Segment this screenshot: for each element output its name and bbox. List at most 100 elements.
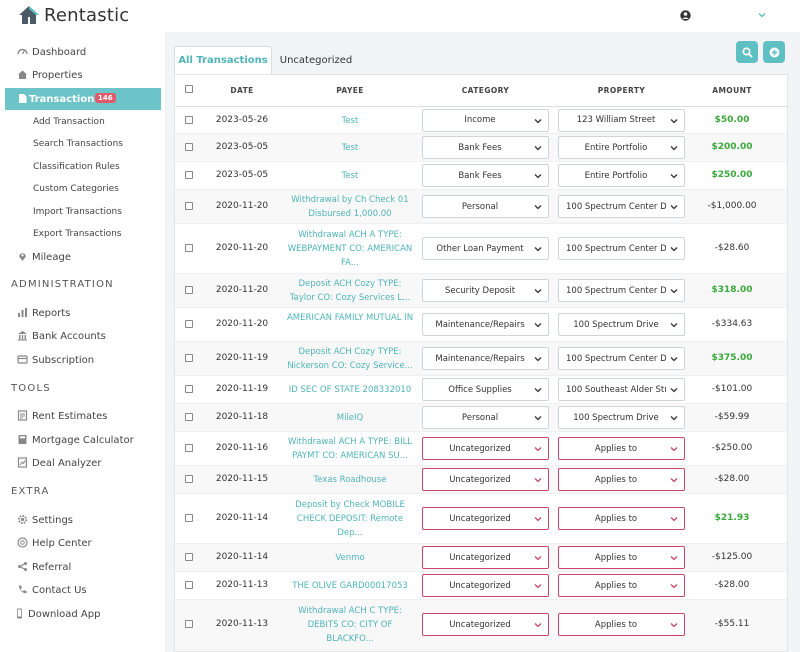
category-select[interactable]: Uncategorized <box>422 546 549 569</box>
sidebar-item-settings[interactable]: Settings <box>0 509 166 531</box>
property-select[interactable]: Applies to <box>558 613 685 636</box>
cell-payee-link[interactable]: AMERICAN FAMILY MUTUAL IN <box>286 313 414 323</box>
cell-payee-link[interactable]: Test <box>341 115 359 126</box>
cell-payee-link[interactable]: Deposit ACH Cozy TYPE: Nickerson CO: Coz… <box>287 347 413 371</box>
property-select[interactable]: Applies to <box>558 468 685 491</box>
property-select[interactable]: 100 Spectrum Center D <box>558 237 685 260</box>
sidebar-sub-search-transactions[interactable]: Search Transactions <box>33 139 123 149</box>
sidebar-item-dashboard[interactable]: Dashboard <box>0 41 166 63</box>
category-select[interactable]: Bank Fees <box>422 136 549 159</box>
cell-payee-link[interactable]: THE OLIVE GARD00017053 <box>292 581 408 591</box>
cell-payee-link[interactable]: Venmo <box>335 553 365 563</box>
table-row[interactable]: 2020-11-19 Deposit ACH Cozy TYPE: Nickers… <box>175 342 787 376</box>
cell-payee-link[interactable]: Withdrawal by Ch Check 01 Disbursed 1,00… <box>291 195 409 219</box>
row-checkbox[interactable] <box>185 553 193 561</box>
sidebar-item-properties[interactable]: Properties <box>0 64 166 86</box>
table-row[interactable]: 2020-11-20 Withdrawal by Ch Check 01 Disb… <box>175 190 787 224</box>
sidebar-sub-classification-rules[interactable]: Classification Rules <box>33 162 120 172</box>
category-select[interactable]: Personal <box>422 195 549 218</box>
category-select[interactable]: Office Supplies <box>422 378 549 401</box>
cell-payee-link[interactable]: Deposit ACH Cozy TYPE: Taylor CO: Cozy S… <box>289 279 411 303</box>
column-header-category[interactable]: CATEGORY <box>461 86 510 95</box>
table-row[interactable]: 2020-11-18 MileIQ Personal 100 Spectrum Dri… <box>175 404 787 432</box>
property-select[interactable]: Applies to <box>558 437 685 460</box>
cell-payee-link[interactable]: Withdrawal ACH A TYPE: BILL PAYMT CO: AM… <box>287 437 413 461</box>
tab-all-transactions[interactable]: All Transactions <box>174 46 272 74</box>
cell-payee-link[interactable]: Deposit by Check MOBILE CHECK DEPOSIT: R… <box>295 500 405 538</box>
cell-payee-link[interactable]: Withdrawal ACH C TYPE: DEBITS CO: CITY O… <box>298 606 402 644</box>
sidebar-sub-custom-categories[interactable]: Custom Categories <box>33 184 119 194</box>
category-select[interactable]: Uncategorized <box>422 437 549 460</box>
table-row[interactable]: 2020-11-14 Deposit by Check MOBILE CHECK … <box>175 494 787 544</box>
category-select[interactable]: Uncategorized <box>422 507 549 530</box>
cell-payee-link[interactable]: MileIQ <box>336 413 364 423</box>
table-row[interactable]: 2020-11-13 THE OLIVE GARD00017053 Uncatego… <box>175 572 787 600</box>
property-select[interactable]: 100 Spectrum Drive <box>558 313 685 336</box>
category-select[interactable]: Uncategorized <box>422 613 549 636</box>
sidebar-item-referral[interactable]: Referral <box>0 556 166 578</box>
row-checkbox[interactable] <box>185 320 193 328</box>
cell-payee-link[interactable]: ID SEC OF STATE 208332010 <box>288 385 412 395</box>
table-row[interactable]: 2020-11-20 AMERICAN FAMILY MUTUAL IN Maint… <box>175 308 787 342</box>
sidebar-item-bank-accounts[interactable]: Bank Accounts <box>0 325 166 347</box>
row-checkbox[interactable] <box>185 581 193 589</box>
category-select[interactable]: Security Deposit <box>422 279 549 302</box>
sidebar-item-mileage[interactable]: Mileage <box>0 246 166 268</box>
table-row[interactable]: 2020-11-19 ID SEC OF STATE 208332010 Offic… <box>175 376 787 404</box>
row-checkbox[interactable] <box>185 444 193 452</box>
property-select[interactable]: Entire Portfolio <box>558 136 685 159</box>
sidebar-item-rent-estimates[interactable]: Rent Estimates <box>0 405 166 427</box>
table-row[interactable]: 2020-11-20 Deposit ACH Cozy TYPE: Taylor … <box>175 274 787 308</box>
row-checkbox[interactable] <box>185 115 193 124</box>
column-header-date[interactable]: DATE <box>230 86 254 95</box>
category-select[interactable]: Other Loan Payment <box>422 237 549 260</box>
table-row[interactable]: 2020-11-16 Withdrawal ACH A TYPE: BILL PA… <box>175 432 787 466</box>
category-select[interactable]: Bank Fees <box>422 164 549 187</box>
sidebar-sub-add-transaction[interactable]: Add Transaction <box>33 117 105 127</box>
column-header-amount[interactable]: AMOUNT <box>712 86 752 95</box>
add-transaction-button[interactable] <box>763 41 785 63</box>
property-select[interactable]: 100 Spectrum Center D <box>558 195 685 218</box>
chevron-down-icon[interactable] <box>757 10 767 20</box>
row-checkbox[interactable] <box>185 244 193 252</box>
category-select[interactable]: Maintenance/Repairs <box>422 347 549 370</box>
property-select[interactable]: 100 Spectrum Center D <box>558 347 685 370</box>
property-select[interactable]: Applies to <box>558 574 685 597</box>
sidebar-sub-export-transactions[interactable]: Export Transactions <box>33 229 122 239</box>
table-row[interactable]: 2020-11-13 Withdrawal ACH C TYPE: DEBITS … <box>175 600 787 650</box>
property-select[interactable]: 100 Spectrum Center D <box>558 279 685 302</box>
row-checkbox[interactable] <box>185 413 193 421</box>
search-button[interactable] <box>736 41 758 63</box>
row-checkbox[interactable] <box>185 475 193 483</box>
user-icon[interactable] <box>680 10 691 21</box>
property-select[interactable]: Applies to <box>558 507 685 530</box>
category-select[interactable]: Income <box>422 108 549 132</box>
sidebar-item-help-center[interactable]: Help Center <box>0 532 166 554</box>
cell-payee-link[interactable]: Texas Roadhouse <box>313 475 387 485</box>
category-select[interactable]: Maintenance/Repairs <box>422 313 549 336</box>
category-select[interactable]: Personal <box>422 406 549 429</box>
cell-payee-link[interactable]: Test <box>341 143 359 153</box>
sidebar-sub-import-transactions[interactable]: Import Transactions <box>33 207 122 217</box>
table-row[interactable]: 2023-05-05 Test Bank Fees Entire Portfolio $… <box>175 134 787 162</box>
row-checkbox[interactable] <box>185 202 193 210</box>
category-select[interactable]: Uncategorized <box>422 574 549 597</box>
table-row[interactable]: 2023-05-26 Test Income 123 William Street $5… <box>175 107 787 134</box>
sidebar-item-mortgage-calculator[interactable]: Mortgage Calculator <box>0 429 166 451</box>
sidebar-item-subscription[interactable]: Subscription <box>0 349 166 371</box>
table-row[interactable]: 2023-05-05 Test Bank Fees Entire Portfolio $… <box>175 162 787 190</box>
cell-payee-link[interactable]: Withdrawal ACH A TYPE: WEBPAYMENT CO: AM… <box>287 230 413 268</box>
property-select[interactable]: 123 William Street <box>558 108 685 132</box>
property-select[interactable]: 100 Spectrum Drive <box>558 406 685 429</box>
column-header-payee[interactable]: PAYEE <box>336 86 364 95</box>
row-checkbox[interactable] <box>185 514 193 522</box>
row-checkbox[interactable] <box>185 143 193 151</box>
sidebar-item-contact-us[interactable]: Contact Us <box>0 579 166 601</box>
column-header-property[interactable]: PROPERTY <box>597 86 646 95</box>
table-row[interactable]: 2020-11-14 Venmo Uncategorized Applies to -$… <box>175 544 787 572</box>
row-checkbox[interactable] <box>185 354 193 362</box>
sidebar-item-download-app[interactable]: Download App <box>0 603 166 625</box>
row-checkbox[interactable] <box>185 286 193 294</box>
property-select[interactable]: 100 Southeast Alder Str <box>558 378 685 401</box>
select-all-checkbox[interactable] <box>185 85 193 93</box>
